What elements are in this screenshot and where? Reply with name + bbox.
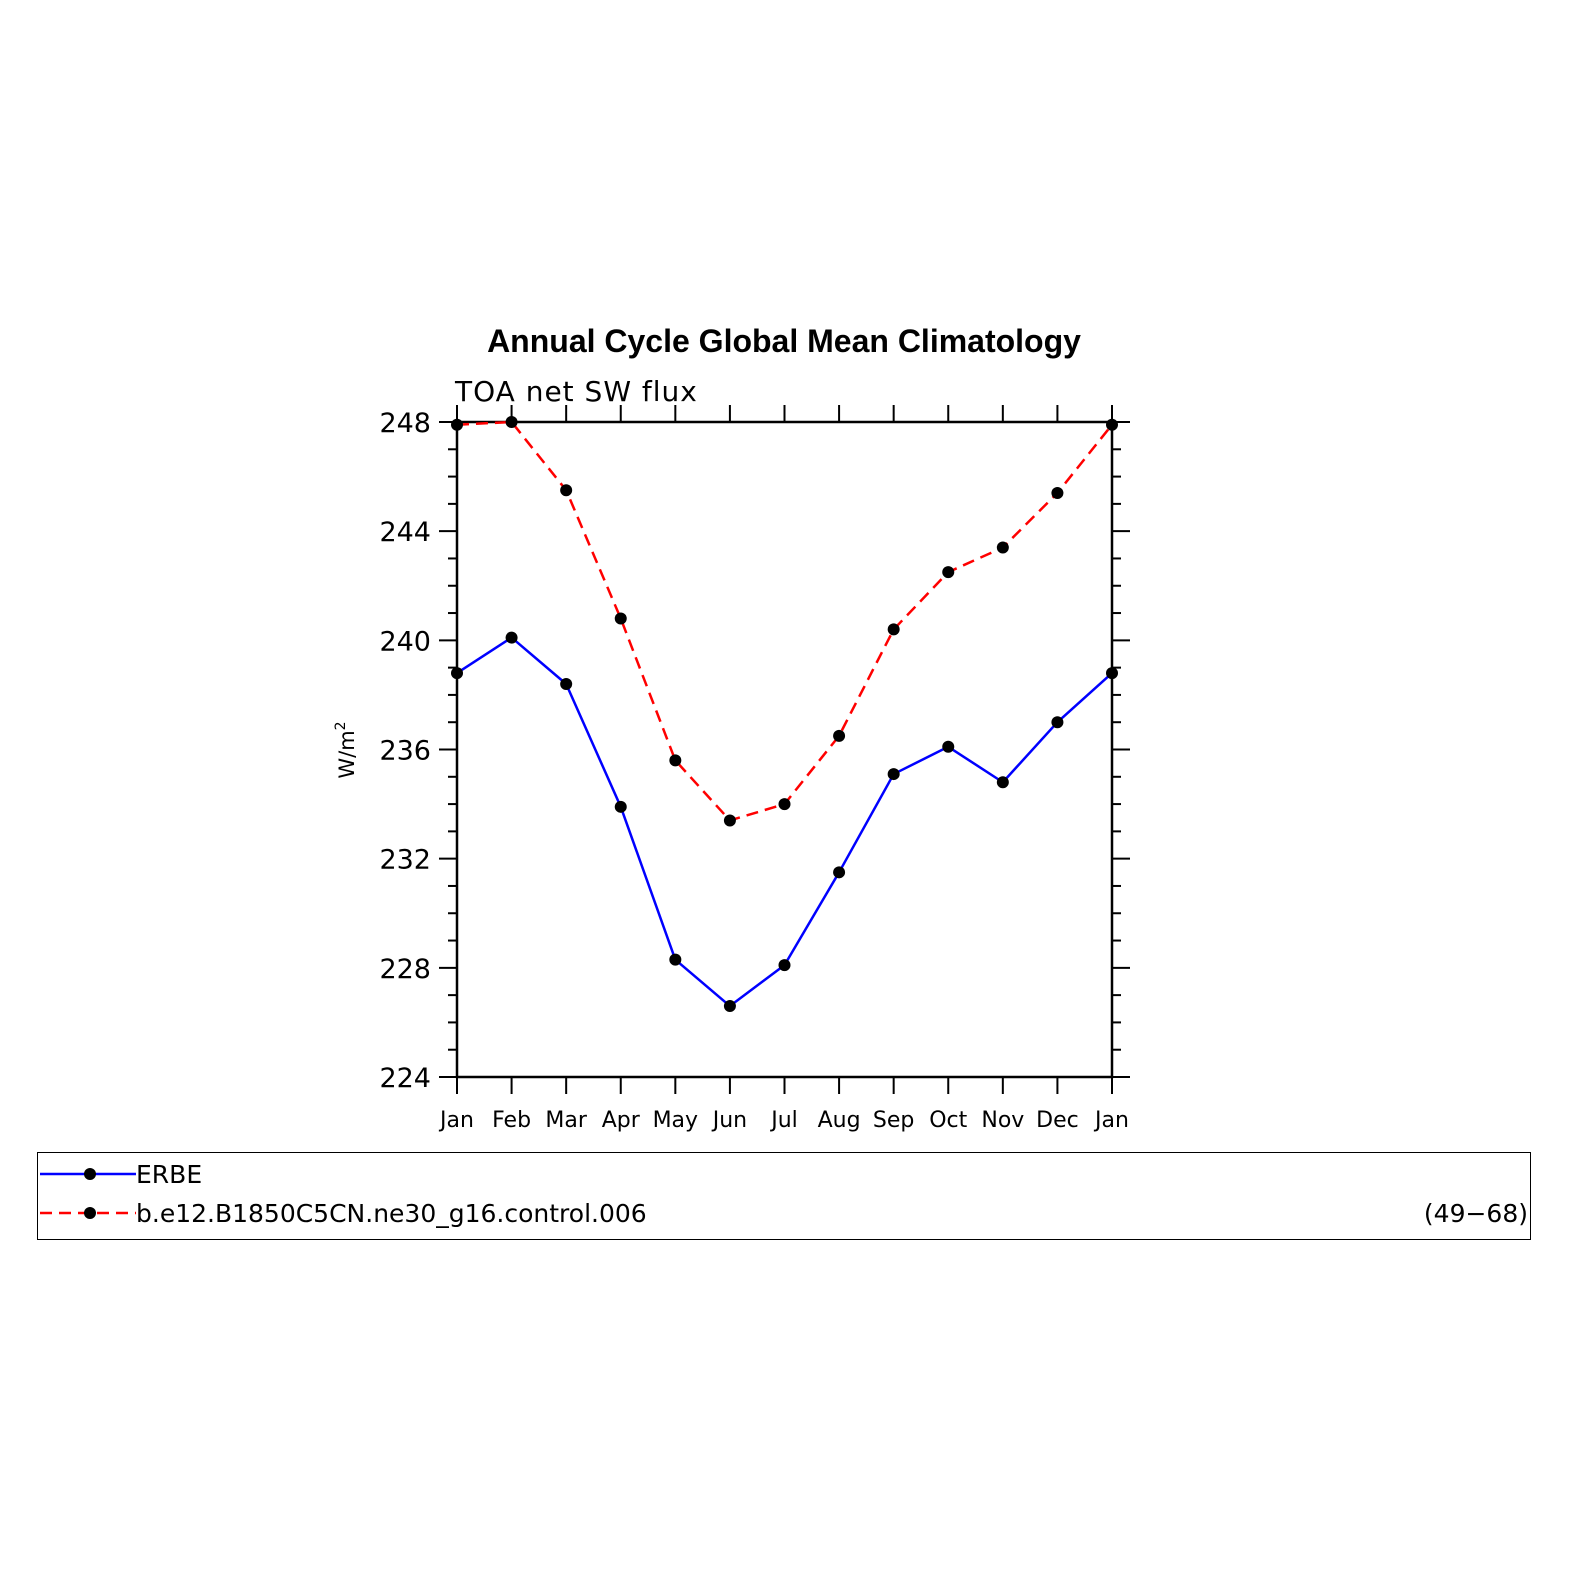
- series-0-point: [669, 953, 682, 966]
- legend-years-label: (49−68): [1423, 1199, 1528, 1228]
- series-1-point: [560, 484, 573, 497]
- series-1-point: [669, 754, 682, 767]
- axes: 224 228 232 236 240 244 248 Jan Feb Mar Apr May Jun J…: [379, 405, 1130, 1133]
- chart-title: Annual Cycle Global Mean Climatology: [487, 323, 1081, 359]
- y-tick-label: 228: [379, 954, 431, 985]
- x-tick-label: May: [653, 1108, 698, 1133]
- x-tick-label: Jul: [769, 1108, 798, 1133]
- series-line-0: [456, 636, 1113, 1008]
- series-layer: [451, 416, 1118, 1013]
- legend-entry-erbe: ERBE: [38, 1159, 1530, 1195]
- series-0-point: [887, 768, 900, 781]
- y-tick-label: 236: [379, 736, 431, 767]
- x-tick-label: Oct: [929, 1108, 967, 1133]
- chart-subtitle: TOA net SW flux: [454, 375, 698, 408]
- x-tick-label: Jan: [438, 1108, 474, 1133]
- series-0-point: [1106, 667, 1118, 680]
- series-0-point: [833, 866, 846, 879]
- x-tick-label: Apr: [602, 1108, 641, 1133]
- legend-symbol-model: [40, 1207, 136, 1219]
- x-tick-label: Feb: [492, 1108, 531, 1133]
- series-1-point: [1051, 486, 1064, 499]
- y-axis-label-text: W/m: [335, 730, 359, 778]
- series-1-point: [614, 612, 627, 625]
- series-1-point: [505, 416, 518, 428]
- y-axis-label-superscript: 2: [333, 721, 349, 730]
- series-1-point: [942, 566, 955, 579]
- x-tick-label: Sep: [873, 1108, 914, 1133]
- series-1-point: [833, 729, 846, 742]
- plot-frame: [455, 420, 1114, 1079]
- legend-symbol-erbe: [40, 1168, 136, 1180]
- legend-label-model: b.e12.B1850C5CN.ne30_g16.control.006: [136, 1199, 647, 1228]
- series-0-point: [723, 1000, 736, 1013]
- y-tick-label: 248: [379, 408, 431, 439]
- series-0-point: [778, 959, 791, 972]
- series-line-1: [456, 420, 1113, 822]
- x-tick-label: Jun: [711, 1108, 747, 1133]
- series-0-point: [614, 800, 627, 813]
- series-1-point: [451, 418, 463, 431]
- series-1-point: [723, 814, 736, 827]
- series-0-point: [505, 631, 518, 644]
- series-0-point: [451, 667, 463, 680]
- series-0-point: [942, 740, 955, 753]
- series-0-point: [560, 678, 573, 690]
- x-tick-label: Dec: [1036, 1108, 1079, 1133]
- legend-entry-model: b.e12.B1850C5CN.ne30_g16.control.006 (49…: [38, 1198, 1530, 1234]
- legend-label-erbe: ERBE: [136, 1160, 203, 1189]
- y-tick-label: 240: [379, 626, 431, 657]
- series-1-point: [1106, 418, 1118, 431]
- y-axis-label: W/m2: [333, 721, 359, 778]
- x-tick-label: Jan: [1093, 1108, 1129, 1133]
- x-tick-label: Aug: [818, 1108, 861, 1133]
- x-tick-label: Mar: [545, 1108, 587, 1133]
- series-1-point: [887, 623, 900, 636]
- series-0-point: [1051, 716, 1064, 729]
- x-tick-label: Nov: [981, 1108, 1024, 1133]
- series-1-point: [996, 541, 1009, 554]
- y-tick-label: 244: [379, 517, 431, 548]
- series-0-point: [996, 776, 1009, 789]
- y-tick-label: 232: [379, 845, 431, 876]
- legend: ERBE b.e12.B1850C5CN.ne30_g16.control.00…: [37, 1152, 1531, 1240]
- y-tick-label: 224: [379, 1063, 431, 1094]
- series-1-point: [778, 798, 791, 811]
